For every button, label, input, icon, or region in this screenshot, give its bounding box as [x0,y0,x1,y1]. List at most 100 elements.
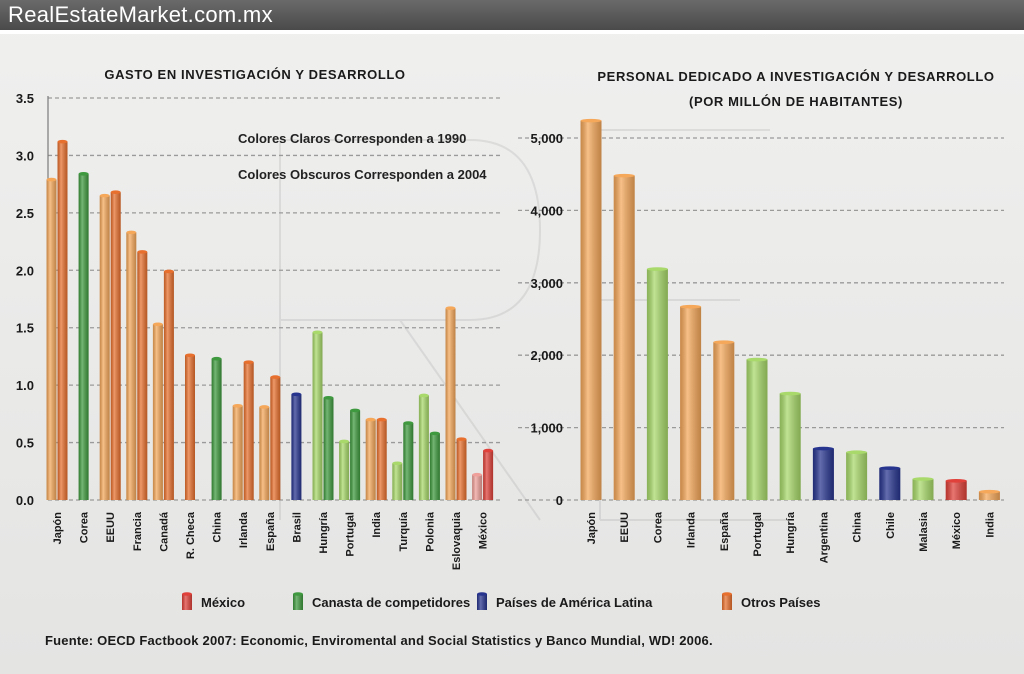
chart2-bar-12-shade [978,491,1000,500]
chart2-bar-2-cap [646,267,668,271]
chart1-category-label-9: Brasil [291,512,303,543]
chart1-bar-2004-15-cap [456,437,467,441]
chart2-bar-2-shade [646,269,668,500]
chart1-bar-2004-9-cap [291,392,302,397]
chart1-title: GASTO EN INVESTIGACIÓN Y DESARROLLO [104,67,405,82]
site-title[interactable]: RealEstateMarket.com.mx [8,2,273,27]
legend-label-0: México [201,595,245,610]
chart1-bar-1990-11-cap [339,439,350,444]
legend-swatch-0 [182,592,192,610]
chart1-bar-2004-10-cap [323,395,334,400]
chart2-bar-9-shade [879,468,901,500]
chart1-bar-1990-13 [392,461,403,500]
chart1-bar-1990-0-cap [46,177,57,182]
chart2-bar-8-cap [846,450,868,455]
chart2-bar-4-shade [713,342,735,500]
chart1-bar-1990-7 [232,404,243,500]
legend-item-0: México [182,592,245,610]
chart2-bar-12 [978,489,1000,500]
chart1-category-label-6: China [212,511,224,542]
chart2-category-label-9: Chile [885,512,897,539]
chart1-category-label-11: Portugal [345,512,357,557]
chart1-bar-2004-11-shade [350,410,361,500]
chart1-bar-1990-13-shade [392,463,403,500]
chart1-bar-1990-3-shade [126,232,137,500]
chart2-bar-10-cap [912,477,934,481]
chart1-category-label-12: India [371,511,383,538]
chart2-subtitle: (POR MILLÓN DE HABITANTES) [689,94,903,109]
chart2-bar-0 [580,118,602,501]
chart2-y-tick-5: 5,000 [530,131,563,146]
chart2-category-label-2: Corea [652,511,664,543]
chart1-bar-1990-4-shade [152,324,163,500]
chart1-category-label-7: Irlanda [238,511,250,548]
chart1-bar-1990-15-shade [445,308,456,500]
chart2-bar-5-shade [746,359,768,500]
chart1-bar-2004-4 [163,269,174,500]
chart2-bar-8 [846,450,868,500]
chart-rd-spending: GASTO EN INVESTIGACIÓN Y DESARROLLO 0.00… [16,67,500,570]
chart1-bar-2004-7-shade [243,362,254,500]
chart1-y-tick-2: 1.0 [16,378,34,393]
chart1-bar-2004-11 [350,408,361,500]
chart1-category-label-4: Canadá [158,511,170,552]
chart1-bar-2004-8-cap [270,375,281,379]
chart1-category-label-10: Hungría [318,511,330,553]
chart2-bar-6-cap [779,391,801,396]
chart1-bar-2004-10-shade [323,397,334,500]
chart1-bar-2004-1-shade [78,173,89,500]
chart2-bar-12-cap [978,489,1000,494]
chart1-bar-1990-2 [99,193,110,500]
chart1-bar-2004-13 [403,421,414,500]
legend-swatch-2-cap [477,592,487,596]
chart1-bar-2004-9-shade [291,394,302,500]
chart1-bar-2004-5-shade [185,355,195,500]
chart2-category-label-12: India [984,511,996,538]
chart2-y-tick-3: 3,000 [530,276,563,291]
chart2-bar-1-cap [613,173,635,178]
chart1-bar-1990-14 [418,393,429,500]
chart1-bar-2004-7 [243,360,254,500]
chart2-bar-5 [746,357,768,500]
chart1-y-tick-5: 2.5 [16,206,34,221]
chart2-bar-0-cap [580,118,602,123]
chart1-bar-2004-14 [429,431,440,500]
chart1-bar-2004-12-shade [376,419,387,500]
chart1-category-label-15: Eslovaquia [451,511,463,570]
chart2-bar-1-shade [613,175,635,500]
chart1-y-tick-7: 3.5 [16,91,34,106]
chart1-bar-1990-12-shade [365,419,376,500]
chart2-bar-3 [680,304,702,500]
chart1-bar-1990-15-cap [445,306,456,310]
chart1-category-label-5: R. Checa [185,511,197,559]
chart1-bar-1990-8 [259,405,270,500]
chart2-bar-4-cap [713,340,735,344]
chart1-bar-1990-12 [365,417,376,500]
chart1-bar-1990-13-cap [392,461,403,466]
chart2-bar-2 [646,267,668,500]
chart1-bar-1990-7-cap [232,404,243,408]
chart2-bar-7-shade [812,448,834,500]
chart1-bars [46,139,494,500]
legend-swatch-1 [293,592,303,610]
chart1-bar-2004-8 [270,375,281,500]
chart2-y-tick-4: 4,000 [530,203,563,218]
chart1-note-light: Colores Claros Corresponden a 1990 [238,131,466,146]
chart1-category-label-8: España [265,511,277,551]
chart2-bar-10-shade [912,479,934,500]
chart1-bar-2004-2-shade [110,192,121,500]
chart1-bar-2004-3-shade [137,251,148,500]
chart1-bar-2004-0 [57,139,68,500]
chart1-bar-2004-14-shade [429,433,440,500]
chart2-category-label-10: Malasia [918,511,930,552]
legend-swatch-2-shade [477,594,487,610]
chart1-bar-1990-4 [152,322,163,500]
chart1-y-tick-6: 3.0 [16,148,34,163]
chart1-bar-2004-8-shade [270,377,281,500]
legend-label-3: Otros Países [741,595,821,610]
chart2-bar-6-shade [779,393,801,500]
chart1-bar-1990-10-shade [312,332,323,500]
chart1-bar-2004-11-cap [350,408,361,413]
